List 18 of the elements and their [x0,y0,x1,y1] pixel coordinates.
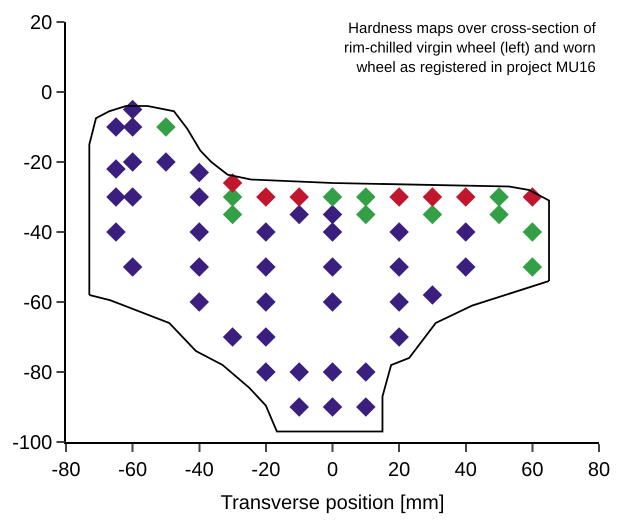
x-tick-label: -60 [118,458,148,481]
y-tick-label: -20 [23,152,52,174]
x-axis-title: Transverse position [mm] [220,492,444,514]
x-tick-label: 40 [454,458,477,481]
annotation: Hardness maps over cross-section of rim-chilled virgin wheel (left) and worn wheel as registered in project MU16 [344,20,597,76]
y-tick-label: -80 [23,362,52,384]
x-tick-label: -20 [251,458,280,481]
y-tick-label: -60 [23,292,52,314]
y-tick-label: -100 [12,432,52,454]
x-tick-label: -80 [52,458,80,481]
x-tick-label: 60 [521,458,544,481]
x-tick-label: 0 [326,458,338,481]
y-tick-label: -40 [23,222,52,244]
x-tick-label: 20 [388,458,410,481]
x-tick-label: -40 [184,458,214,481]
x-tick-label: 80 [588,458,610,481]
y-tick-label: 0 [41,82,52,104]
y-tick-label: 20 [30,12,52,34]
